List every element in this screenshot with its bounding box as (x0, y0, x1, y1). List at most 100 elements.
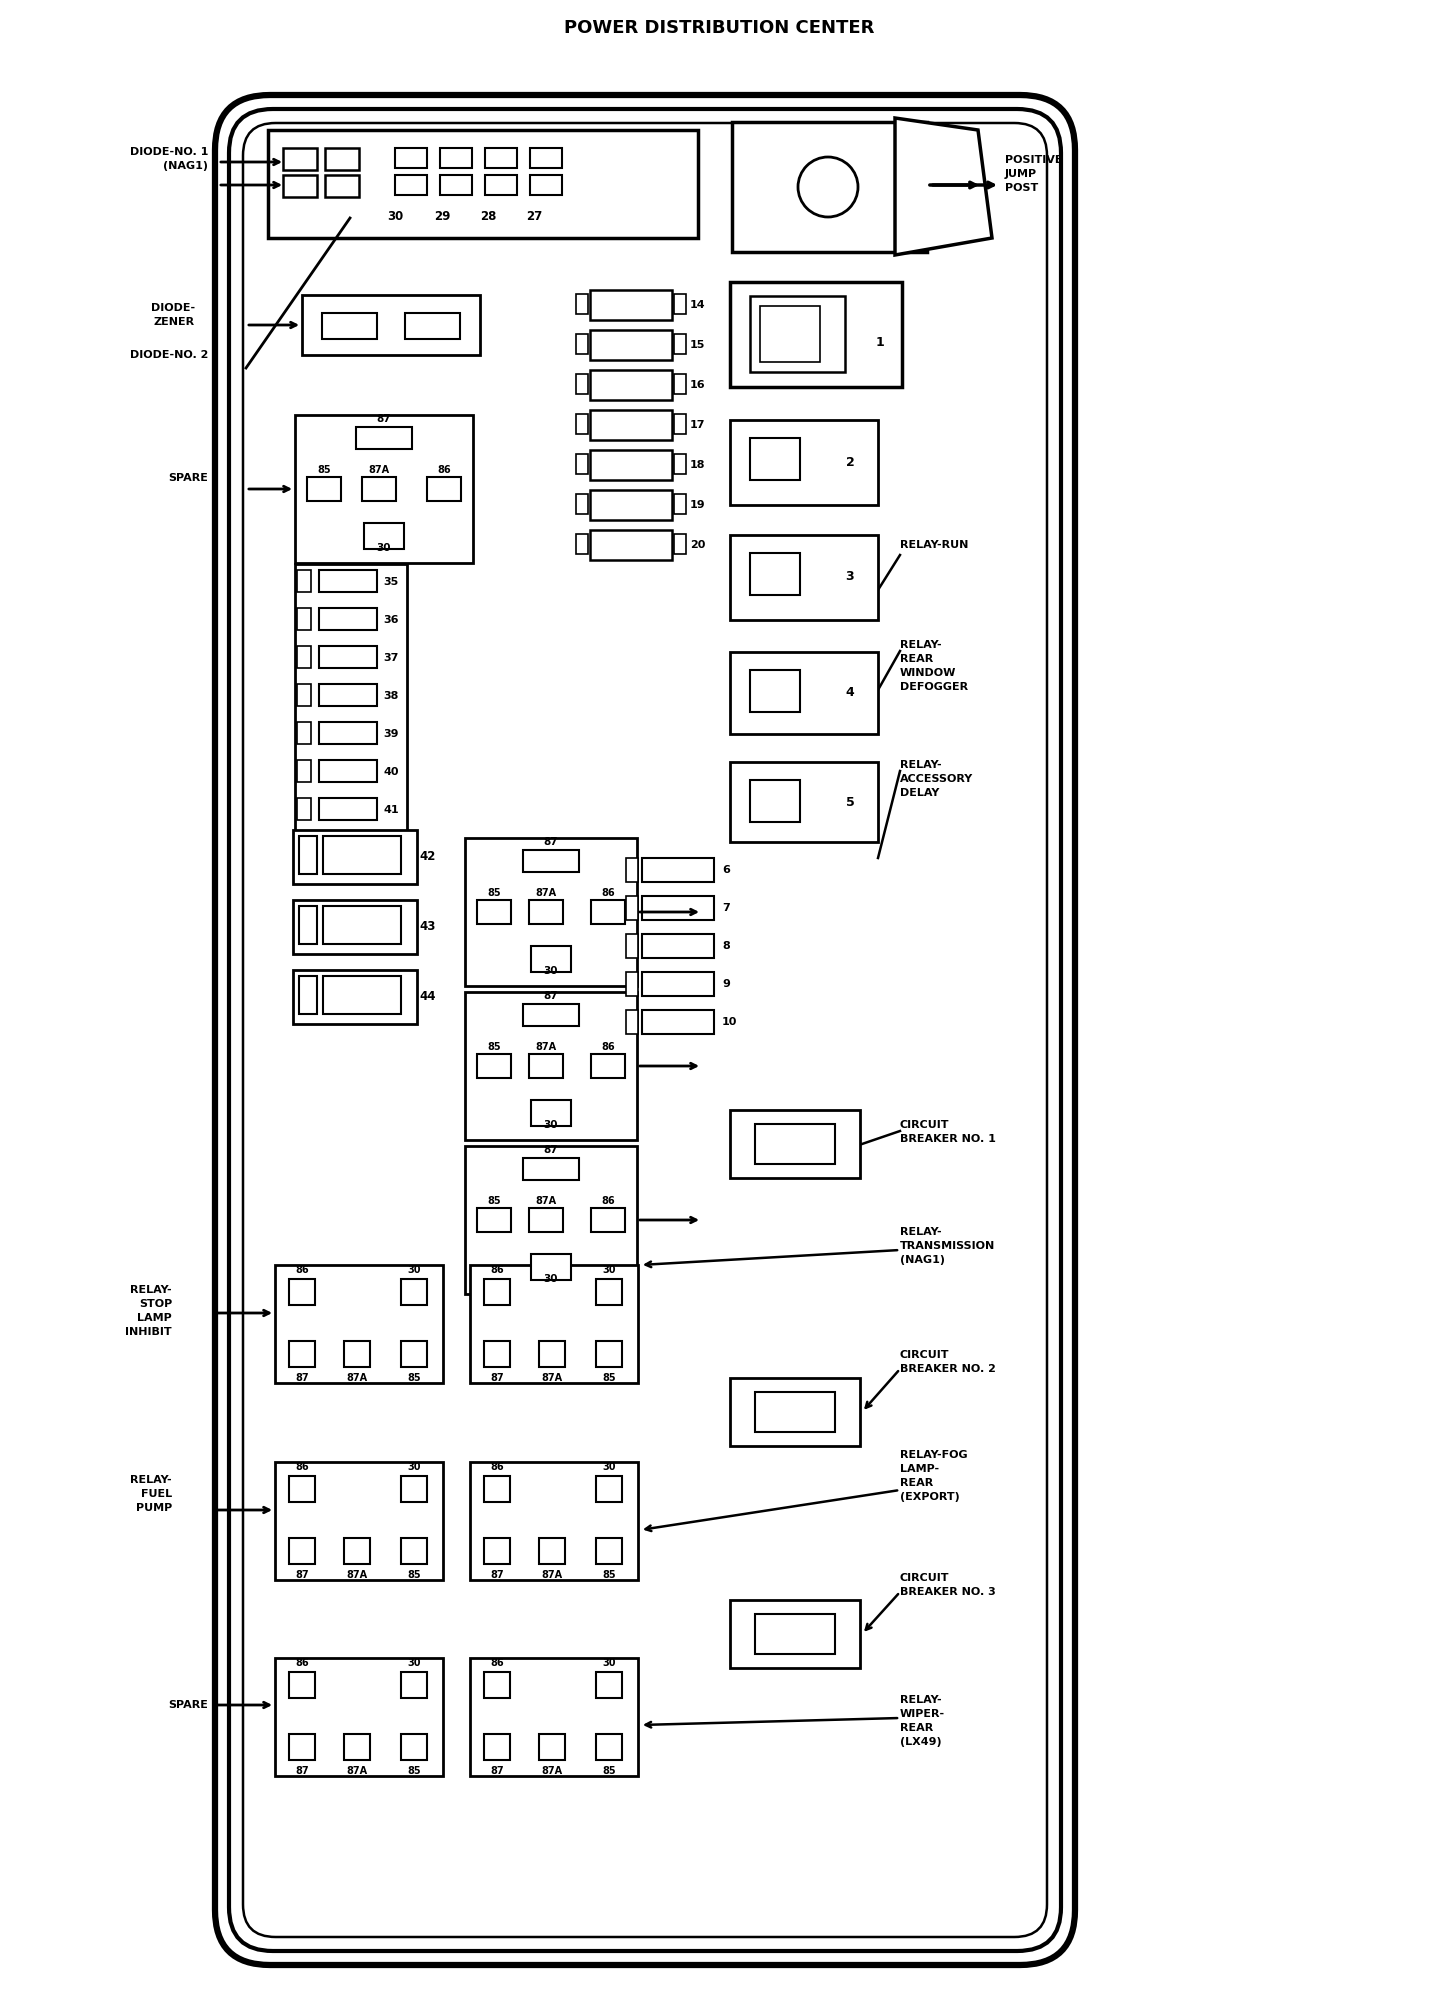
Text: LAMP: LAMP (137, 1313, 173, 1323)
Bar (595, 1538, 623, 1564)
Text: 85: 85 (407, 1766, 421, 1776)
Bar (401, 1538, 427, 1564)
Text: 86: 86 (490, 1265, 503, 1275)
Bar (464, 1147, 637, 1295)
Bar (401, 1672, 427, 1698)
Text: BREAKER NO. 1: BREAKER NO. 1 (900, 1135, 997, 1145)
Text: 87: 87 (490, 1570, 503, 1580)
Text: 87A: 87A (535, 1197, 557, 1207)
Text: SPARE: SPARE (168, 474, 209, 484)
Bar (324, 905, 401, 943)
Bar (531, 1255, 571, 1281)
Bar (401, 1477, 427, 1502)
Bar (485, 1341, 510, 1367)
Text: RELAY-RUN: RELAY-RUN (900, 539, 968, 549)
Text: 6: 6 (722, 865, 731, 875)
Text: 3: 3 (846, 571, 854, 583)
Text: 30: 30 (407, 1265, 421, 1275)
Bar (626, 895, 638, 919)
Text: 85: 85 (318, 466, 331, 476)
Bar (761, 306, 820, 362)
Bar (289, 1538, 315, 1564)
Bar (674, 294, 686, 314)
Text: RELAY-: RELAY- (131, 1285, 173, 1295)
Bar (641, 857, 715, 881)
Bar (590, 450, 672, 480)
Bar (577, 454, 588, 474)
Text: POST: POST (1005, 184, 1038, 194)
Bar (298, 759, 311, 781)
Bar (577, 294, 588, 314)
Bar (319, 607, 377, 629)
Text: CIRCUIT: CIRCUIT (900, 1121, 949, 1131)
Text: 86: 86 (601, 887, 615, 897)
Text: 87: 87 (490, 1373, 503, 1383)
Bar (406, 314, 460, 340)
Text: SPARE: SPARE (168, 1700, 209, 1710)
Text: DELAY: DELAY (900, 787, 939, 797)
Bar (299, 905, 316, 943)
Text: 87: 87 (544, 991, 558, 1001)
Bar (577, 533, 588, 553)
Text: BREAKER NO. 2: BREAKER NO. 2 (900, 1365, 997, 1375)
Text: 35: 35 (383, 577, 398, 587)
Bar (731, 1379, 860, 1447)
Text: 15: 15 (690, 340, 706, 350)
Text: FUEL: FUEL (141, 1489, 173, 1498)
Bar (641, 971, 715, 995)
Text: 19: 19 (690, 500, 706, 509)
Text: 85: 85 (603, 1570, 615, 1580)
Bar (531, 945, 571, 971)
Bar (731, 1111, 860, 1179)
Text: 17: 17 (690, 420, 706, 430)
Text: 85: 85 (407, 1373, 421, 1383)
Text: 86: 86 (490, 1658, 503, 1668)
Text: JUMP: JUMP (1005, 170, 1037, 180)
Bar (477, 899, 510, 923)
Bar (529, 899, 564, 923)
Bar (298, 683, 311, 705)
Text: DIODE-: DIODE- (151, 304, 196, 314)
Text: ACCESSORY: ACCESSORY (900, 773, 974, 783)
Text: 86: 86 (490, 1463, 503, 1473)
Text: RELAY-: RELAY- (900, 639, 942, 649)
Bar (324, 975, 401, 1015)
Text: RELAY-FOG: RELAY-FOG (900, 1451, 968, 1461)
Text: 4: 4 (846, 687, 854, 699)
Bar (731, 651, 879, 733)
Bar (626, 971, 638, 995)
Bar (344, 1734, 370, 1760)
Bar (364, 523, 404, 549)
Text: 85: 85 (487, 887, 500, 897)
Text: 87: 87 (544, 837, 558, 847)
Bar (590, 490, 672, 519)
Text: STOP: STOP (138, 1299, 173, 1309)
Bar (298, 569, 311, 591)
Bar (595, 1477, 623, 1502)
Text: 87: 87 (295, 1570, 309, 1580)
Text: 86: 86 (601, 1043, 615, 1053)
Bar (523, 1159, 580, 1181)
Text: DIODE-NO. 2: DIODE-NO. 2 (129, 350, 209, 360)
Bar (344, 1538, 370, 1564)
Text: 87A: 87A (542, 1570, 562, 1580)
Text: 87A: 87A (535, 1043, 557, 1053)
Bar (626, 857, 638, 881)
Bar (529, 1055, 564, 1079)
Bar (293, 969, 417, 1025)
Bar (731, 1600, 860, 1668)
Bar (477, 1209, 510, 1233)
Bar (485, 148, 518, 168)
Bar (485, 1538, 510, 1564)
Bar (298, 721, 311, 743)
Bar (289, 1477, 315, 1502)
Bar (357, 428, 413, 450)
Bar (751, 438, 800, 480)
Text: 29: 29 (434, 210, 450, 224)
Bar (674, 454, 686, 474)
Bar (306, 478, 341, 501)
Bar (401, 1279, 427, 1305)
Text: 30: 30 (544, 1121, 558, 1131)
Bar (626, 933, 638, 957)
Bar (595, 1672, 623, 1698)
